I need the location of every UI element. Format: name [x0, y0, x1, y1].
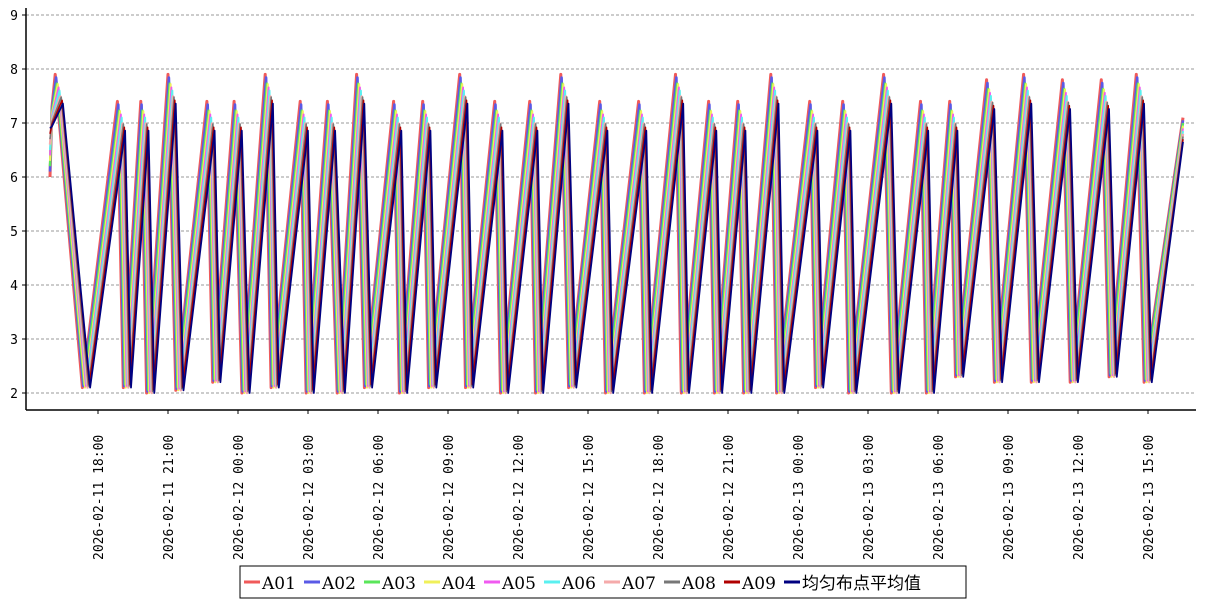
y-tick-label: 6 [10, 171, 18, 186]
x-tick-label: 2026-02-13 09:00 [1002, 435, 1017, 560]
legend-label: A08 [681, 574, 716, 594]
x-tick-label: 2026-02-13 03:00 [862, 435, 877, 560]
y-axis-ticks: 2 3 4 5 6 7 8 9 [10, 9, 26, 402]
legend-box [239, 565, 967, 599]
x-tick-label: 2026-02-11 21:00 [162, 435, 177, 560]
x-tick-label: 2026-02-11 18:00 [92, 435, 107, 560]
legend-label: A09 [741, 574, 776, 594]
y-tick-label: 7 [10, 117, 18, 132]
legend-label: A02 [321, 574, 356, 594]
series-line-A05 [49, 86, 1184, 393]
x-tick-label: 2026-02-13 12:00 [1072, 435, 1087, 560]
y-tick-label: 5 [10, 225, 18, 240]
y-tick-label: 4 [10, 279, 18, 294]
legend-label: 均匀布点平均值 [802, 574, 921, 594]
legend-label: A03 [381, 574, 416, 594]
x-tick-label: 2026-02-12 09:00 [442, 435, 457, 560]
series-line-A02 [48, 76, 1185, 393]
legend-label: A04 [441, 574, 476, 594]
x-tick-label: 2026-02-13 06:00 [932, 435, 947, 560]
legend-label: A06 [561, 574, 596, 594]
x-tick-label: 2026-02-12 21:00 [722, 435, 737, 560]
plot-area [48, 72, 1185, 395]
x-tick-label: 2026-02-12 15:00 [582, 435, 597, 560]
x-tick-label: 2026-02-12 06:00 [372, 435, 387, 560]
series-line-A01 [48, 72, 1185, 395]
y-tick-label: 3 [10, 333, 18, 348]
x-tick-label: 2026-02-12 00:00 [232, 435, 247, 560]
y-tick-label: 2 [10, 387, 18, 402]
legend: A01 A02 A03 A04 A05 A06 A07 A08 A09 均匀布点平均值 [239, 565, 967, 599]
legend-label: A05 [501, 574, 536, 594]
x-tick-label: 2026-02-12 12:00 [512, 435, 527, 560]
x-tick-label: 2026-02-13 15:00 [1142, 435, 1157, 560]
legend-label: A01 [261, 574, 296, 594]
series-line-A08 [49, 96, 1184, 393]
legend-label: A07 [621, 574, 656, 594]
y-tick-label: 8 [10, 63, 18, 78]
series-line-A07 [48, 95, 1185, 395]
series-line-均匀布点平均值 [49, 102, 1184, 394]
x-tick-label: 2026-02-13 00:00 [792, 435, 807, 560]
x-tick-label: 2026-02-12 18:00 [652, 435, 667, 560]
y-tick-label: 9 [10, 9, 18, 24]
axes [25, 8, 1196, 411]
x-axis-ticks: 2026-02-11 18:00 2026-02-11 21:00 2026-02-… [92, 410, 1157, 560]
x-tick-label: 2026-02-12 03:00 [302, 435, 317, 560]
series-line-A04 [49, 83, 1184, 394]
